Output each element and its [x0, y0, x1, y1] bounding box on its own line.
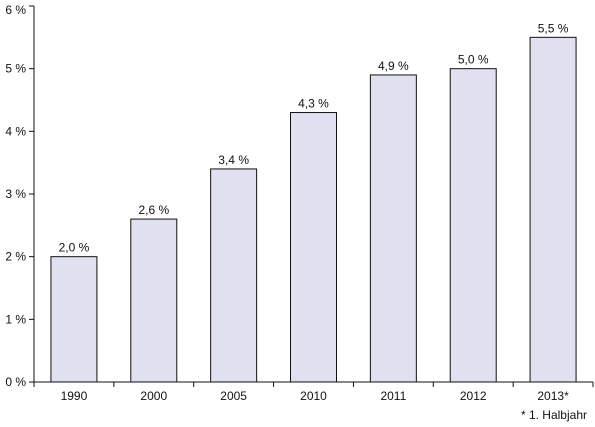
x-tick-label: 2010 [300, 389, 327, 403]
x-tick-label: 1990 [61, 389, 88, 403]
chart-footnote: * 1. Halbjahr [520, 408, 587, 422]
x-tick-label: 2013* [537, 389, 569, 403]
bar [210, 168, 258, 383]
y-tick-label: 2 % [5, 250, 26, 264]
bar-value-label: 4,9 % [378, 59, 409, 73]
y-tick-label: 1 % [5, 312, 26, 326]
bar [449, 68, 497, 383]
x-tick-label: 2012 [460, 389, 487, 403]
bar-value-label: 5,5 % [538, 21, 569, 35]
y-tick-label: 3 % [5, 187, 26, 201]
bar [50, 256, 98, 383]
x-tick-label: 2000 [140, 389, 167, 403]
x-tick-label: 2011 [380, 389, 406, 403]
bar [130, 218, 178, 383]
y-tick-label: 0 % [5, 375, 26, 389]
bar [369, 74, 417, 383]
y-tick-label: 5 % [5, 62, 26, 76]
y-tick-label: 4 % [5, 124, 26, 138]
bar-value-label: 2,0 % [59, 241, 90, 255]
y-tick-label: 6 % [5, 3, 26, 17]
bar [529, 36, 577, 383]
bar-value-label: 3,4 % [218, 153, 249, 167]
bar-value-label: 4,3 % [298, 97, 329, 111]
bar-value-label: 5,0 % [458, 53, 489, 67]
bar [290, 112, 337, 383]
x-tick-label: 2005 [220, 389, 247, 403]
bar-value-label: 2,6 % [138, 203, 169, 217]
